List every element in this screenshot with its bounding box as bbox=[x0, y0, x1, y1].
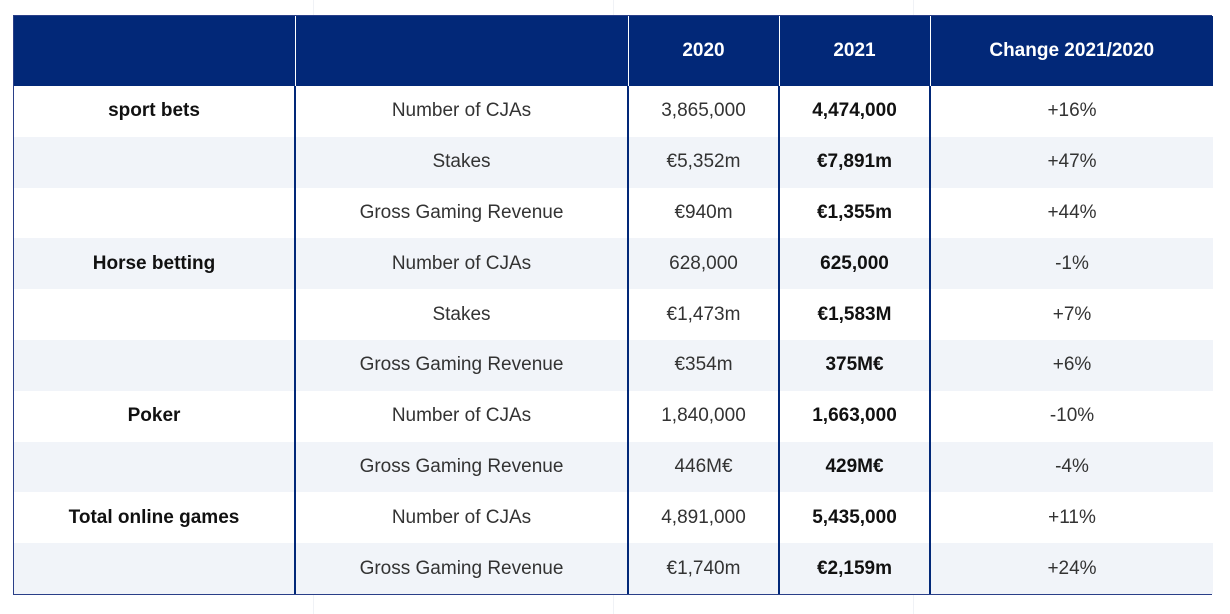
group-cell: Poker bbox=[14, 390, 296, 442]
metric-cell: Gross Gaming Revenue bbox=[295, 339, 629, 391]
metric-cell: Stakes bbox=[295, 289, 629, 340]
value-2020-cell: €1,740m bbox=[628, 543, 780, 594]
change-cell: +44% bbox=[930, 187, 1213, 239]
table-header: 2020 2021 Change 2021/2020 bbox=[14, 16, 1213, 86]
change-cell: -10% bbox=[930, 390, 1213, 442]
change-cell: +6% bbox=[930, 339, 1213, 391]
change-cell: +11% bbox=[930, 492, 1213, 544]
table-row: Gross Gaming Revenue €354m 375M€ +6% bbox=[14, 339, 1213, 391]
value-2021-cell: 375M€ bbox=[779, 339, 931, 391]
table-row: Gross Gaming Revenue €1,740m €2,159m +24… bbox=[14, 543, 1213, 594]
value-2020-cell: €940m bbox=[628, 187, 780, 239]
value-2020-cell: €1,473m bbox=[628, 289, 780, 340]
table-row: Stakes €5,352m €7,891m +47% bbox=[14, 136, 1213, 188]
value-2020-cell: €354m bbox=[628, 339, 780, 391]
table-row: Gross Gaming Revenue €940m €1,355m +44% bbox=[14, 187, 1213, 239]
metric-cell: Gross Gaming Revenue bbox=[295, 187, 629, 239]
metric-cell: Number of CJAs bbox=[295, 390, 629, 442]
value-2021-cell: 4,474,000 bbox=[779, 86, 931, 137]
gaming-statistics-table: 2020 2021 Change 2021/2020 sport bets Nu… bbox=[13, 15, 1213, 595]
value-2020-cell: 4,891,000 bbox=[628, 492, 780, 544]
table-body: sport bets Number of CJAs 3,865,000 4,47… bbox=[14, 86, 1213, 594]
table-row: Gross Gaming Revenue 446M€ 429M€ -4% bbox=[14, 441, 1213, 493]
group-cell bbox=[14, 289, 296, 340]
header-cell-2020: 2020 bbox=[628, 16, 780, 86]
change-cell: +16% bbox=[930, 86, 1213, 137]
value-2020-cell: 628,000 bbox=[628, 238, 780, 290]
group-cell bbox=[14, 187, 296, 239]
header-cell-metric bbox=[295, 16, 629, 86]
metric-cell: Number of CJAs bbox=[295, 492, 629, 544]
header-cell-2021: 2021 bbox=[779, 16, 931, 86]
header-cell-change: Change 2021/2020 bbox=[930, 16, 1213, 86]
header-cell-group bbox=[14, 16, 296, 86]
value-2021-cell: €2,159m bbox=[779, 543, 931, 594]
group-cell: Total online games bbox=[14, 492, 296, 544]
group-cell bbox=[14, 136, 296, 188]
change-cell: +7% bbox=[930, 289, 1213, 340]
group-cell bbox=[14, 543, 296, 594]
metric-cell: Number of CJAs bbox=[295, 86, 629, 137]
value-2020-cell: 446M€ bbox=[628, 441, 780, 493]
value-2021-cell: €1,583M bbox=[779, 289, 931, 340]
change-cell: +47% bbox=[930, 136, 1213, 188]
value-2020-cell: 1,840,000 bbox=[628, 390, 780, 442]
change-cell: +24% bbox=[930, 543, 1213, 594]
value-2021-cell: 1,663,000 bbox=[779, 390, 931, 442]
value-2020-cell: €5,352m bbox=[628, 136, 780, 188]
table-row: Poker Number of CJAs 1,840,000 1,663,000… bbox=[14, 390, 1213, 442]
value-2021-cell: €1,355m bbox=[779, 187, 931, 239]
value-2021-cell: 429M€ bbox=[779, 441, 931, 493]
change-cell: -4% bbox=[930, 441, 1213, 493]
group-cell: sport bets bbox=[14, 86, 296, 137]
value-2020-cell: 3,865,000 bbox=[628, 86, 780, 137]
group-cell bbox=[14, 441, 296, 493]
table-row: Horse betting Number of CJAs 628,000 625… bbox=[14, 238, 1213, 290]
group-cell: Horse betting bbox=[14, 238, 296, 290]
metric-cell: Gross Gaming Revenue bbox=[295, 543, 629, 594]
value-2021-cell: €7,891m bbox=[779, 136, 931, 188]
table-row: sport bets Number of CJAs 3,865,000 4,47… bbox=[14, 86, 1213, 137]
change-cell: -1% bbox=[930, 238, 1213, 290]
value-2021-cell: 625,000 bbox=[779, 238, 931, 290]
data-table: 2020 2021 Change 2021/2020 sport bets Nu… bbox=[14, 16, 1213, 594]
table-row: Stakes €1,473m €1,583M +7% bbox=[14, 289, 1213, 340]
metric-cell: Stakes bbox=[295, 136, 629, 188]
header-row: 2020 2021 Change 2021/2020 bbox=[14, 16, 1213, 86]
metric-cell: Gross Gaming Revenue bbox=[295, 441, 629, 493]
table-row: Total online games Number of CJAs 4,891,… bbox=[14, 492, 1213, 544]
group-cell bbox=[14, 339, 296, 391]
value-2021-cell: 5,435,000 bbox=[779, 492, 931, 544]
metric-cell: Number of CJAs bbox=[295, 238, 629, 290]
